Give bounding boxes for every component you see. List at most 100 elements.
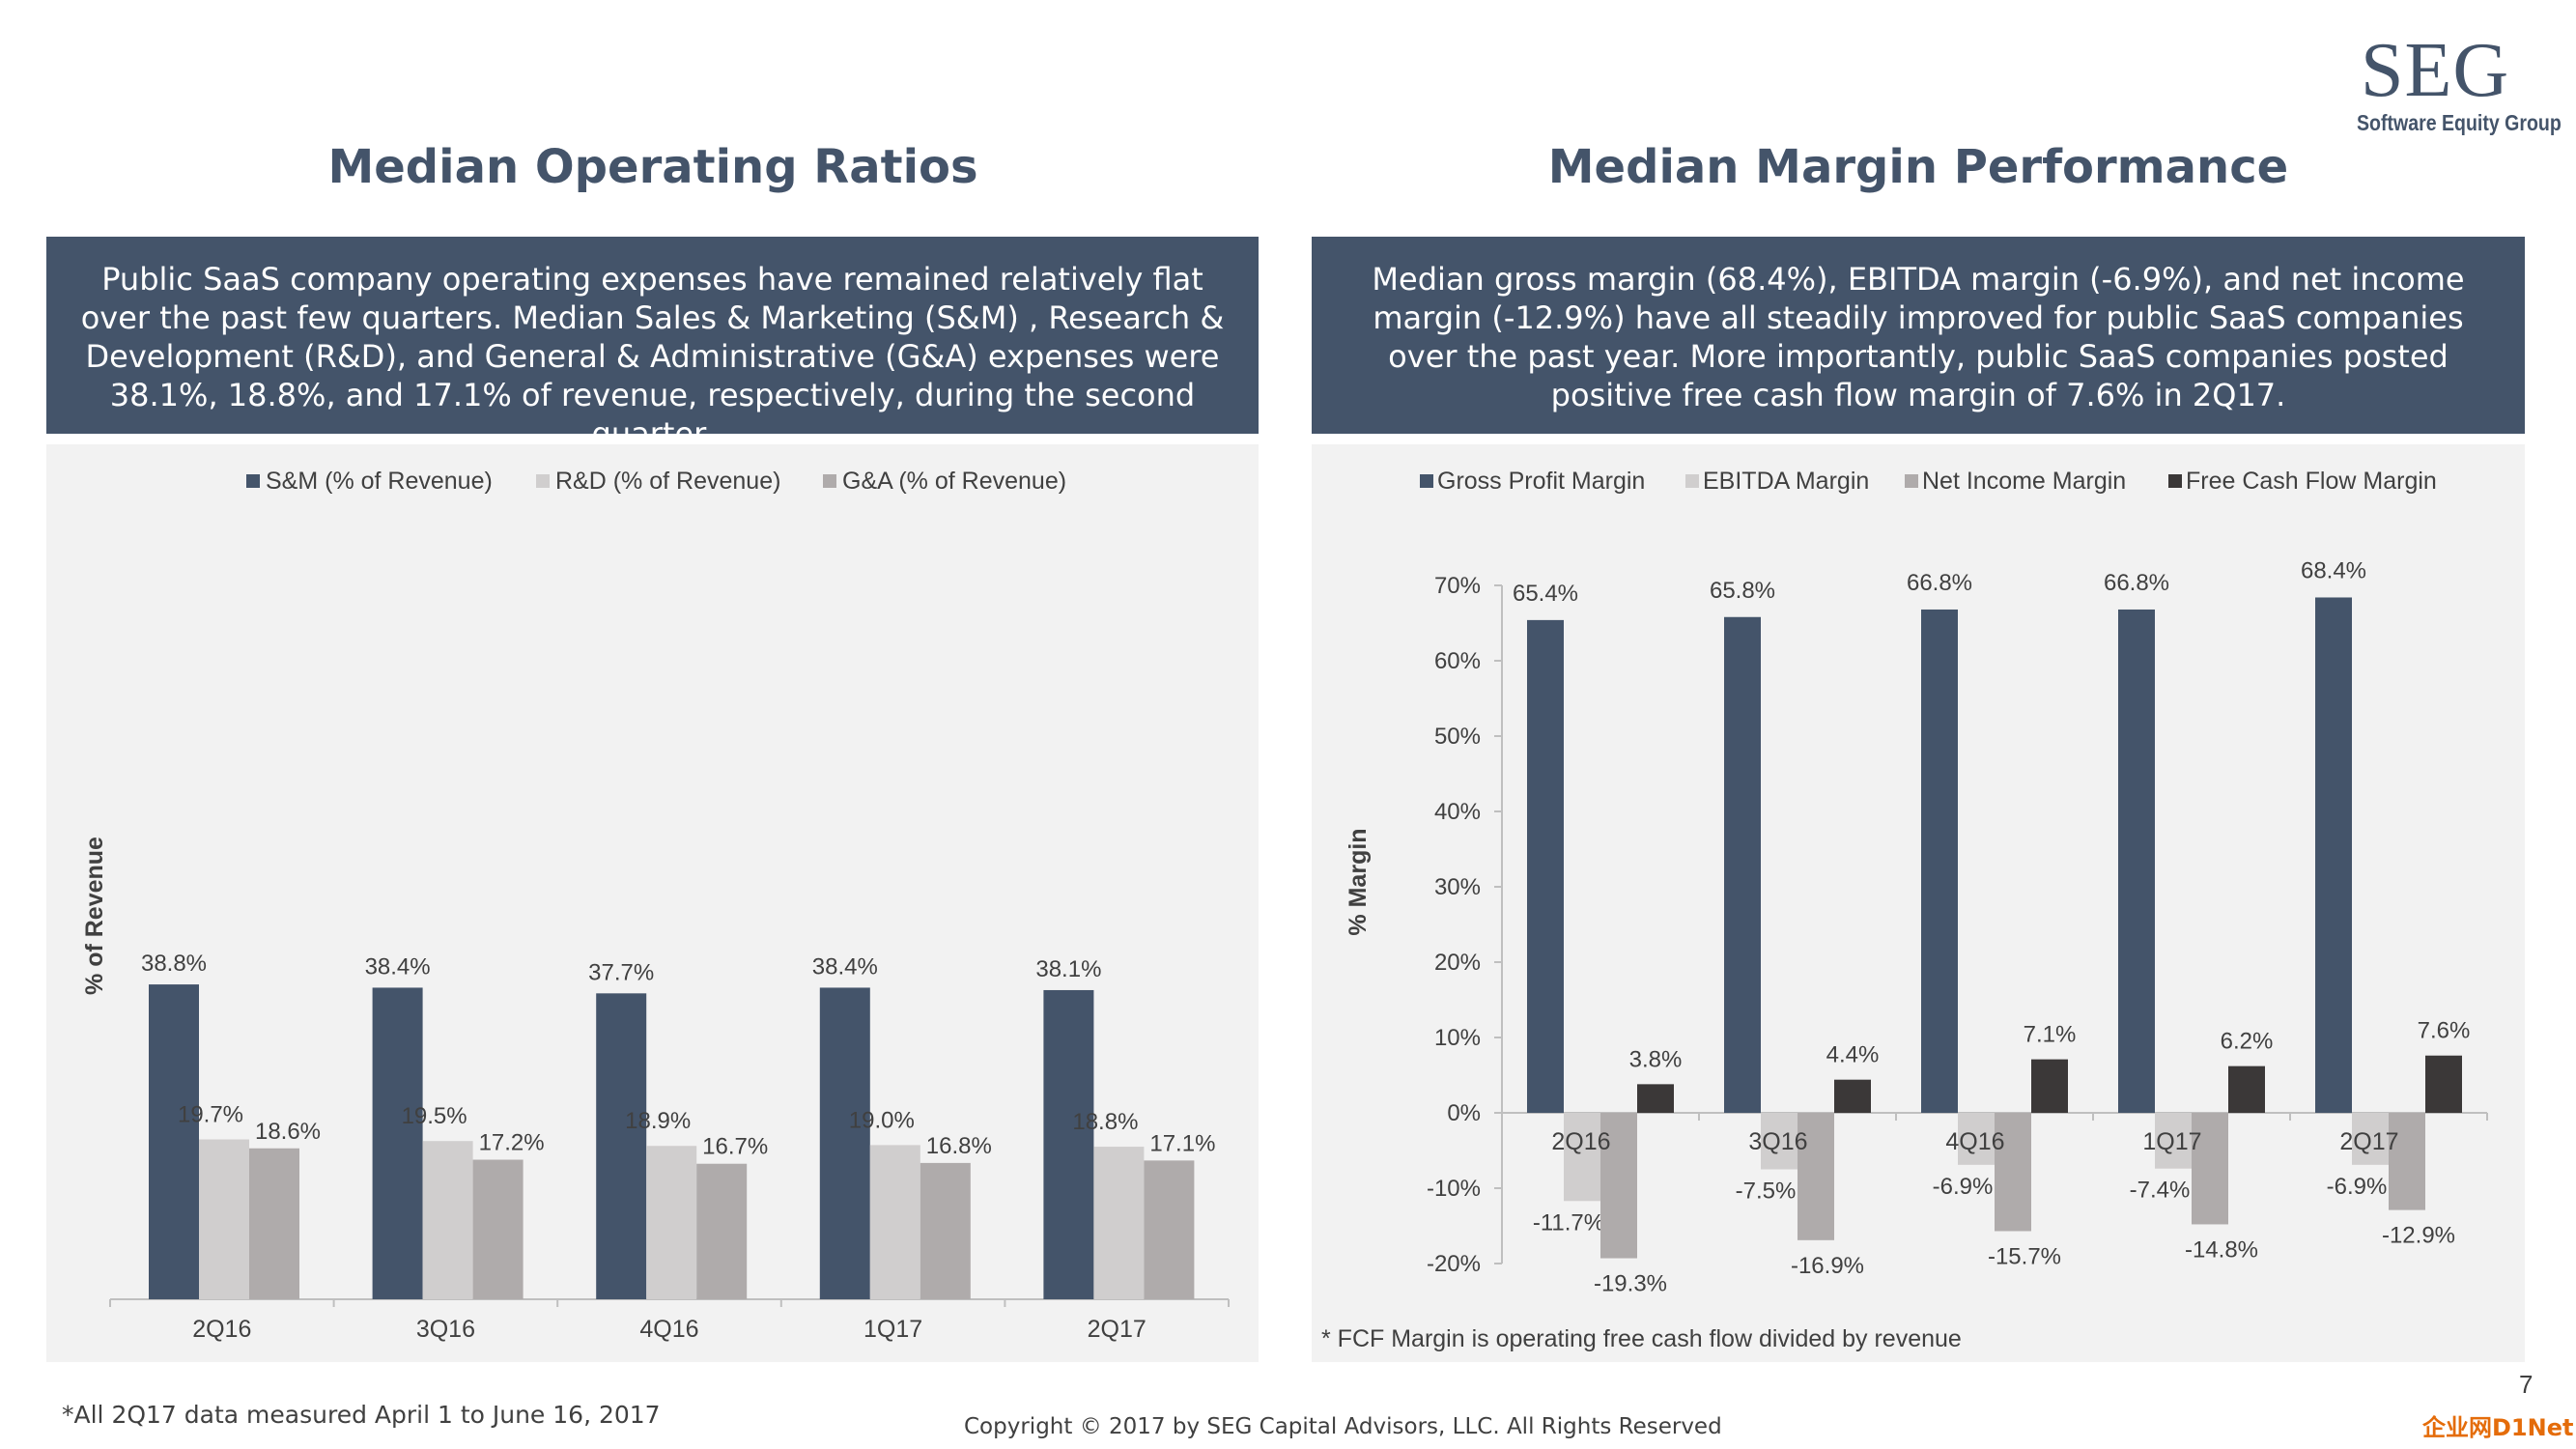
legend-label-free-cash-flow-margin: Free Cash Flow Margin	[2186, 468, 2437, 495]
data-label-net-income-margin-1q17: -14.8%	[2185, 1236, 2258, 1263]
bar-r-d-of-revenue-3q16	[422, 1141, 473, 1299]
x-tick-label-4q16: 4Q16	[1945, 1128, 2004, 1155]
data-label-free-cash-flow-margin-1q17: 6.2%	[2221, 1029, 2274, 1055]
bar-free-cash-flow-margin-2q17	[2425, 1055, 2462, 1113]
data-label-gross-profit-margin-2q17: 68.4%	[2301, 557, 2366, 583]
bar-ebitda-margin-2q17	[2352, 1113, 2389, 1165]
y-tick-label: -20%	[1427, 1251, 1481, 1277]
legend-label-ebitda-margin: EBITDA Margin	[1703, 468, 1869, 495]
data-label-net-income-margin-2q17: -12.9%	[2382, 1223, 2455, 1249]
y-tick-label: 30%	[1434, 874, 1481, 900]
bar-ebitda-margin-3q16	[1761, 1113, 1798, 1170]
data-label-s-m-of-revenue-2q16: 38.8%	[141, 951, 207, 977]
data-note: *All 2Q17 data measured April 1 to June …	[62, 1401, 661, 1429]
logo-main: SEG	[2361, 28, 2510, 113]
bar-ebitda-margin-4q16	[1958, 1113, 1995, 1165]
x-tick-label-2q17: 2Q17	[2339, 1128, 2398, 1155]
seg-logo: SEG Software Equity Group	[2357, 27, 2562, 143]
x-tick-label-3q16: 3Q16	[1748, 1128, 1807, 1155]
data-label-g-a-of-revenue-2q17: 17.1%	[1149, 1130, 1215, 1156]
bar-free-cash-flow-margin-1q17	[2228, 1065, 2265, 1113]
bar-ebitda-margin-1q17	[2155, 1113, 2192, 1169]
data-label-gross-profit-margin-4q16: 66.8%	[1907, 570, 1972, 596]
data-label-ebitda-margin-2q17: -6.9%	[2327, 1174, 2388, 1200]
y-tick-label: -10%	[1427, 1176, 1481, 1202]
right-title: Median Margin Performance	[1547, 140, 2289, 194]
logo-sub: Software Equity Group	[2357, 110, 2562, 135]
data-label-g-a-of-revenue-2q16: 18.6%	[255, 1119, 321, 1145]
y-tick-label: 20%	[1434, 950, 1481, 976]
data-label-net-income-margin-3q16: -16.9%	[1791, 1253, 1864, 1279]
bar-g-a-of-revenue-3q16	[472, 1159, 524, 1299]
bar-net-income-margin-2q17	[2389, 1113, 2425, 1210]
bar-s-m-of-revenue-2q17	[1043, 989, 1094, 1299]
bar-net-income-margin-3q16	[1798, 1113, 1834, 1240]
bar-s-m-of-revenue-3q16	[372, 987, 423, 1299]
legend-label-gross-profit-margin: Gross Profit Margin	[1437, 468, 1645, 495]
data-label-gross-profit-margin-2q16: 65.4%	[1513, 581, 1578, 607]
x-tick-label-2q17: 2Q17	[1088, 1316, 1146, 1343]
legend-label-g-a-of-revenue: G&A (% of Revenue)	[842, 468, 1066, 495]
legend-swatch-ebitda-margin	[1685, 474, 1699, 488]
y-tick-label: 0%	[1447, 1100, 1481, 1126]
bar-s-m-of-revenue-2q16	[149, 984, 199, 1299]
data-label-r-d-of-revenue-3q16: 19.5%	[402, 1103, 467, 1129]
bar-r-d-of-revenue-2q17	[1093, 1147, 1145, 1299]
y-tick-label: 40%	[1434, 799, 1481, 825]
data-label-s-m-of-revenue-2q17: 38.1%	[1035, 956, 1101, 982]
data-label-r-d-of-revenue-2q16: 19.7%	[178, 1102, 243, 1128]
bar-net-income-margin-2q16	[1600, 1113, 1637, 1259]
y-tick-label: 60%	[1434, 648, 1481, 674]
data-label-gross-profit-margin-3q16: 65.8%	[1710, 578, 1775, 604]
x-tick-label-4q16: 4Q16	[639, 1316, 698, 1343]
data-label-ebitda-margin-1q17: -7.4%	[2130, 1178, 2191, 1204]
data-label-free-cash-flow-margin-2q17: 7.6%	[2418, 1018, 2471, 1044]
data-label-free-cash-flow-margin-2q16: 3.8%	[1629, 1046, 1683, 1072]
legend-swatch-gross-profit-margin	[1420, 474, 1433, 488]
y-axis-label: % of Revenue	[81, 837, 108, 995]
data-label-s-m-of-revenue-4q16: 37.7%	[588, 959, 654, 985]
bar-s-m-of-revenue-4q16	[596, 993, 647, 1299]
bar-free-cash-flow-margin-4q16	[2031, 1059, 2068, 1113]
bar-g-a-of-revenue-1q17	[920, 1162, 971, 1299]
bar-r-d-of-revenue-2q16	[199, 1139, 249, 1299]
data-label-r-d-of-revenue-1q17: 19.0%	[849, 1107, 915, 1133]
data-label-s-m-of-revenue-3q16: 38.4%	[365, 953, 431, 980]
data-label-r-d-of-revenue-2q17: 18.8%	[1072, 1109, 1138, 1135]
bar-s-m-of-revenue-1q17	[819, 987, 870, 1299]
data-label-net-income-margin-2q16: -19.3%	[1594, 1271, 1667, 1297]
legend-swatch-g-a-of-revenue	[823, 474, 836, 488]
right-description: Median gross margin (68.4%), EBITDA marg…	[1312, 237, 2525, 434]
data-label-g-a-of-revenue-3q16: 17.2%	[479, 1130, 545, 1156]
bar-gross-profit-margin-2q17	[2315, 597, 2352, 1113]
copyright: Copyright © 2017 by SEG Capital Advisors…	[964, 1414, 1722, 1439]
legend-swatch-net-income-margin	[1905, 474, 1918, 488]
x-tick-label-2q16: 2Q16	[192, 1316, 251, 1343]
bar-gross-profit-margin-1q17	[2118, 609, 2155, 1113]
bar-gross-profit-margin-3q16	[1724, 616, 1761, 1113]
data-label-ebitda-margin-3q16: -7.5%	[1736, 1179, 1797, 1205]
bar-g-a-of-revenue-4q16	[696, 1163, 748, 1299]
legend-swatch-s-m-of-revenue	[246, 474, 260, 488]
legend-swatch-r-d-of-revenue	[536, 474, 550, 488]
x-tick-label-3q16: 3Q16	[416, 1316, 475, 1343]
bar-ebitda-margin-2q16	[1564, 1113, 1600, 1202]
bar-gross-profit-margin-4q16	[1921, 609, 1958, 1113]
legend-label-r-d-of-revenue: R&D (% of Revenue)	[555, 468, 780, 495]
data-label-gross-profit-margin-1q17: 66.8%	[2104, 570, 2169, 596]
y-axis-label: % Margin	[1345, 828, 1372, 935]
left-title: Median Operating Ratios	[327, 140, 978, 194]
data-label-g-a-of-revenue-4q16: 16.7%	[702, 1134, 768, 1160]
left-description: Public SaaS company operating expenses h…	[46, 237, 1259, 452]
bar-r-d-of-revenue-4q16	[646, 1146, 697, 1299]
data-label-ebitda-margin-2q16: -11.7%	[1533, 1209, 1604, 1236]
corner-logo: 企业网D1Net	[2422, 1414, 2574, 1441]
x-tick-label-1q17: 1Q17	[2142, 1128, 2201, 1155]
bar-free-cash-flow-margin-2q16	[1637, 1084, 1674, 1113]
page-number: 7	[2519, 1370, 2534, 1399]
data-label-ebitda-margin-4q16: -6.9%	[1933, 1174, 1994, 1200]
bar-net-income-margin-4q16	[1995, 1113, 2031, 1232]
y-tick-label: 70%	[1434, 573, 1481, 599]
